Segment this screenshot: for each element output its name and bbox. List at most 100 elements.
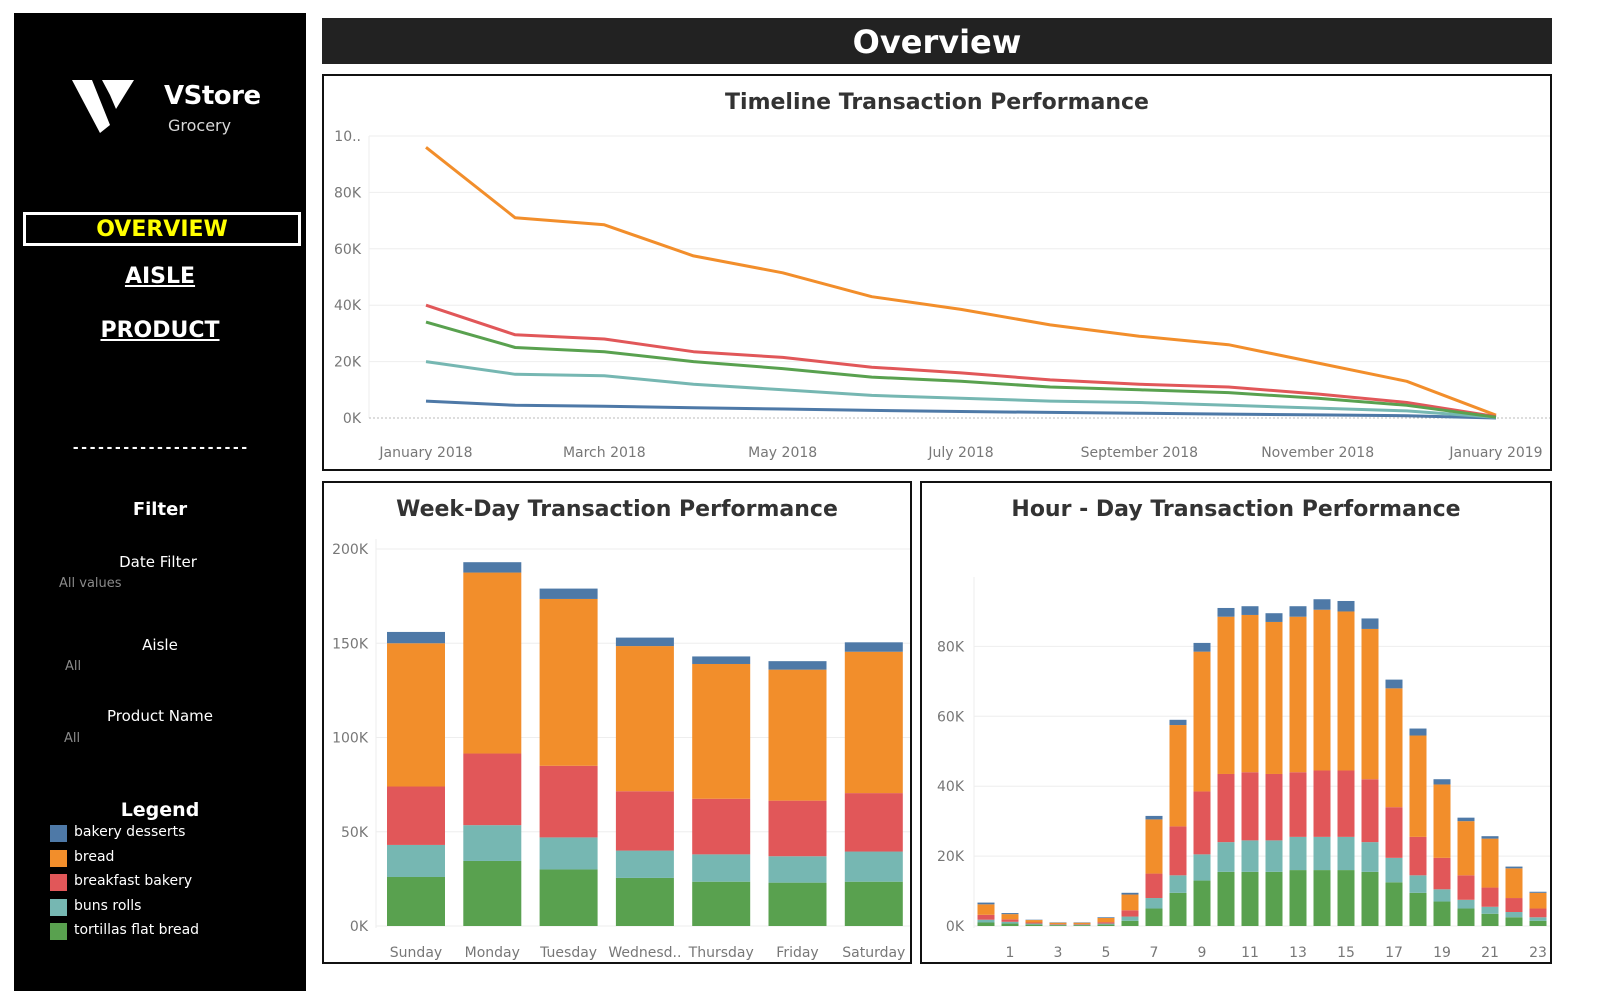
bar-segment [1457,908,1475,926]
bar-segment [977,902,995,905]
bar-segment [615,850,674,878]
bar-segment [1169,892,1187,926]
bar-segment [1313,599,1331,610]
bar-segment [615,646,674,792]
bar-x-tick-label: 9 [1198,945,1207,961]
timeline-y-tick-label: 40K [334,298,362,314]
bar-segment [1001,914,1019,920]
bar-segment [1289,836,1307,871]
timeline-x-tick-label: January 2018 [378,445,472,461]
bar-segment [1193,651,1211,792]
nav-product[interactable]: PRODUCT [100,318,220,343]
bar-segment [1505,912,1523,918]
bar-segment [1481,913,1499,926]
bar-segment [1289,606,1307,617]
legend-swatch [50,874,67,891]
bar-segment [539,588,598,599]
bar-y-tick-label: 50K [341,825,369,841]
aisle-filter-value[interactable]: All [65,659,82,674]
bar-segment [1025,920,1043,923]
timeline-panel: Timeline Transaction Performance 0K 20K 40… [322,74,1552,471]
bar-segment [1337,600,1355,612]
logo-name: VStore [164,81,261,111]
bar-y-tick-label: 0K [350,919,369,935]
bar-segment [1529,908,1547,918]
bar-segment [1313,770,1331,837]
legend-swatch [50,923,67,940]
timeline-series-line [425,146,1497,417]
timeline-y-tick-label: 10.. [334,129,361,145]
bar-segment [387,876,445,926]
bar-segment [1265,613,1283,622]
bar-x-tick-label: Sunday [390,945,442,961]
bar-segment [1481,906,1499,914]
bar-segment [1457,817,1475,822]
bar-x-tick-label: Thursday [688,945,754,961]
bar-x-tick-label: 17 [1385,945,1403,961]
nav-aisle[interactable]: AISLE [124,264,196,289]
legend-title: Legend [120,799,200,821]
bar-segment [1385,882,1403,926]
nav-overview[interactable]: OVERVIEW [23,212,301,246]
bar-segment [1409,836,1427,876]
timeline-series-line [425,399,1497,420]
bar-segment [1241,614,1259,773]
bar-segment [1505,868,1523,899]
legend-swatch [50,899,67,916]
timeline-x-tick-label: September 2018 [1081,445,1198,461]
bar-y-tick-label: 60K [937,709,965,725]
bar-segment [1001,913,1019,915]
bar-segment [1049,925,1067,926]
bar-segment [977,922,995,926]
bar-segment [844,642,903,652]
bar-segment [387,844,445,877]
legend-swatch [50,850,67,867]
bar-segment [1169,826,1187,876]
bar-segment [1457,875,1475,900]
hour-panel: Hour - Day Transaction Performance 0K 20K… [920,481,1552,964]
bar-segment [1265,621,1283,774]
bar-x-tick-label: 11 [1241,945,1259,961]
bar-y-tick-label: 150K [332,636,369,652]
bar-segment [1193,791,1211,855]
bar-segment [1289,870,1307,926]
bar-segment [1145,873,1163,899]
bar-segment [1145,815,1163,820]
bar-segment [1433,857,1451,890]
bar-segment [1265,871,1283,926]
bar-segment [1217,616,1235,774]
date-filter-label: Date Filter [119,553,197,571]
bar-segment [1241,772,1259,841]
product-filter-label: Product Name [107,707,213,725]
bar-segment [1481,887,1499,907]
bar-segment [1121,910,1139,917]
vstore-logo-icon [72,80,134,133]
bar-segment [1361,842,1379,872]
date-filter-value[interactable]: All values [59,576,122,591]
timeline-x-tick-label: May 2018 [748,445,817,461]
bar-segment [1217,871,1235,926]
legend-swatch [50,825,67,842]
vstore-logo[interactable]: VStore Grocery [72,75,262,150]
hour-chart-title: Hour - Day Transaction Performance [1011,497,1461,522]
bar-x-tick-label: 21 [1481,945,1499,961]
bar-segment [1337,836,1355,871]
legend-label: tortillas flat bread [74,922,200,938]
bar-segment [463,562,522,573]
bar-segment [1025,922,1043,924]
bar-segment [692,798,751,855]
bar-segment [387,643,445,787]
bar-segment [1289,616,1307,773]
bar-segment [1529,891,1547,893]
timeline-chart-title: Timeline Transaction Performance [725,90,1149,115]
product-filter-value[interactable]: All [64,731,81,746]
bar-segment [1529,917,1547,921]
bar-segment [1529,892,1547,909]
bar-segment [539,869,598,926]
bar-segment [1169,719,1187,726]
bar-segment [1361,779,1379,843]
filter-title: Filter [132,499,188,520]
bar-segment [1121,894,1139,911]
legend-label: breakfast bakery [74,873,193,889]
bar-segment [1385,857,1403,883]
